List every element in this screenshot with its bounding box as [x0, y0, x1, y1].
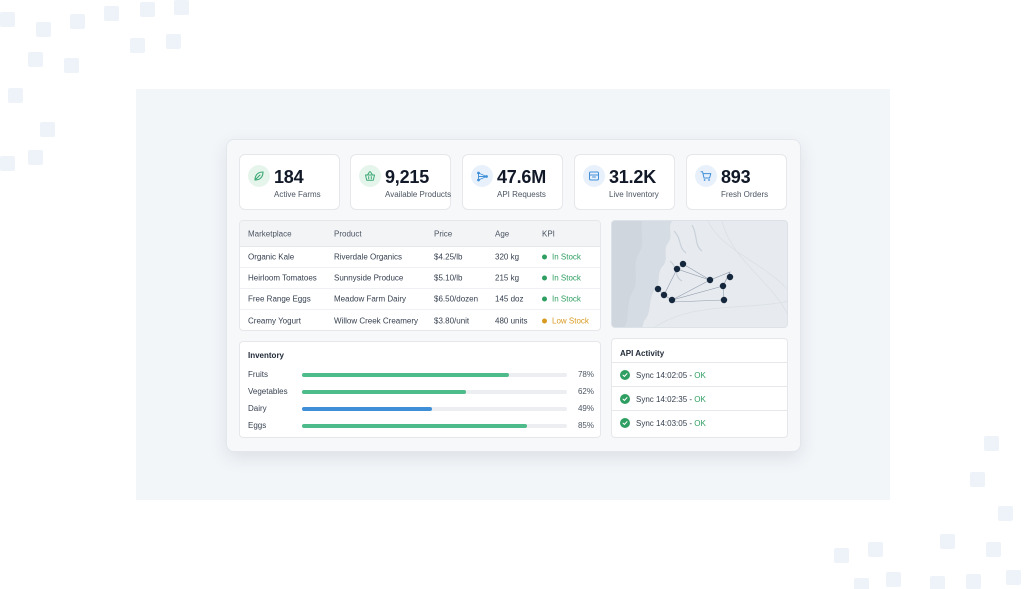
progress-track	[302, 407, 567, 411]
status-dot-icon	[542, 318, 547, 324]
cell-product: Sunnyside Produce	[334, 273, 404, 283]
kpi-card-active-farms[interactable]: 184 Active Farms	[239, 154, 340, 210]
status-text: In Stock	[552, 273, 581, 283]
kpi-card-live-inventory[interactable]: 31.2K Live Inventory	[574, 154, 675, 210]
cell-marketplace: Heirloom Tomatoes	[248, 273, 317, 283]
kpi-label: API Requests	[497, 190, 546, 199]
column-header-kpi[interactable]: KPI	[542, 229, 555, 238]
inventory-title: Inventory	[248, 351, 285, 360]
sync-status: OK	[694, 395, 706, 404]
sync-status: OK	[694, 419, 706, 428]
inventory-percent: 62%	[577, 387, 594, 396]
api-activity-item[interactable]: Sync 14:02:05 - OK	[612, 362, 787, 386]
api-activity-panel: API Activity Sync 14:02:05 - OK Sync 14:…	[611, 338, 788, 438]
status-text: In Stock	[552, 294, 581, 304]
dashboard-card: 184 Active Farms 9,215 Available Product…	[226, 139, 801, 452]
cell-age: 145 doz	[495, 294, 524, 304]
kpi-value: 47.6M	[497, 167, 547, 187]
api-activity-item[interactable]: Sync 14:03:05 - OK	[612, 410, 787, 434]
cell-price: $3.80/unit	[434, 316, 470, 325]
table-row[interactable]: Heirloom Tomatoes Sunnyside Produce $5.1…	[240, 268, 600, 289]
cell-product: Willow Creek Creamery	[334, 316, 419, 325]
progress-track	[302, 390, 567, 394]
map-network-icon	[612, 221, 787, 327]
kpi-value: 893	[721, 167, 751, 187]
kpi-label: Live Inventory	[609, 190, 659, 199]
cart-icon	[695, 165, 717, 187]
cell-product: Riverdale Organics	[334, 252, 403, 262]
inventory-label: Vegetables	[248, 387, 288, 396]
kpi-card-available-products[interactable]: 9,215 Available Products	[350, 154, 451, 210]
status-badge: In Stock	[542, 253, 581, 262]
kpi-card-api-requests[interactable]: 47.6M API Requests	[462, 154, 563, 210]
table-row[interactable]: Free Range Eggs Meadow Farm Dairy $6.50/…	[240, 289, 600, 310]
inventory-row: Vegetables 62%	[248, 386, 594, 398]
progress-fill	[302, 407, 432, 411]
status-text: Low Stock	[552, 316, 589, 325]
cell-price: $4.25/lb	[434, 252, 463, 262]
status-text: In Stock	[552, 252, 581, 262]
progress-track	[302, 373, 567, 377]
cell-marketplace: Organic Kale	[248, 252, 295, 262]
status-badge: In Stock	[542, 295, 581, 304]
inventory-percent: 49%	[577, 404, 594, 413]
status-dot-icon	[542, 254, 547, 260]
api-activity-item[interactable]: Sync 14:02:35 - OK	[612, 386, 787, 410]
kpi-value: 9,215	[385, 167, 430, 187]
network-icon	[471, 165, 493, 187]
status-dot-icon	[542, 296, 547, 302]
sync-label: Sync 14:03:05 -	[636, 419, 695, 428]
table-header: Marketplace Product Price Age KPI	[240, 221, 600, 247]
inventory-label: Dairy	[248, 404, 267, 413]
marketplace-table: Marketplace Product Price Age KPI Organi…	[239, 220, 601, 331]
api-activity-title: API Activity	[620, 349, 665, 358]
inventory-panel: Inventory Fruits 78% Vegetables 62% Dair…	[239, 341, 601, 438]
sync-status: OK	[694, 371, 706, 380]
check-circle-icon	[620, 370, 630, 380]
column-header-price[interactable]: Price	[434, 229, 453, 238]
kpi-value: 184	[274, 167, 304, 187]
cell-age: 320 kg	[495, 252, 520, 262]
inventory-label: Fruits	[248, 370, 268, 379]
check-circle-icon	[620, 418, 630, 428]
status-badge: In Stock	[542, 274, 581, 283]
basket-icon	[359, 165, 381, 187]
progress-fill	[302, 390, 467, 394]
cell-price: $6.50/dozen	[434, 294, 479, 304]
status-badge: Low Stock	[542, 316, 589, 325]
network-map[interactable]	[611, 220, 788, 328]
inventory-label: Eggs	[248, 421, 267, 430]
status-dot-icon	[542, 275, 547, 281]
cell-product: Meadow Farm Dairy	[334, 294, 407, 304]
column-header-product[interactable]: Product	[334, 229, 362, 238]
table-row[interactable]: Creamy Yogurt Willow Creek Creamery $3.8…	[240, 310, 600, 330]
progress-track	[302, 424, 567, 428]
kpi-card-fresh-orders[interactable]: 893 Fresh Orders	[686, 154, 787, 210]
kpi-label: Available Products	[385, 190, 452, 199]
sync-label: Sync 14:02:35 -	[636, 395, 695, 404]
inventory-row: Dairy 49%	[248, 403, 594, 415]
column-header-age[interactable]: Age	[495, 229, 510, 238]
leaf-icon	[248, 165, 270, 187]
sync-label: Sync 14:02:05 -	[636, 371, 695, 380]
column-header-marketplace[interactable]: Marketplace	[248, 229, 292, 238]
kpi-value: 31.2K	[609, 167, 657, 187]
inventory-row: Fruits 78%	[248, 369, 594, 381]
table-row[interactable]: Organic Kale Riverdale Organics $4.25/lb…	[240, 247, 600, 268]
kpi-label: Active Farms	[274, 190, 321, 199]
cell-marketplace: Creamy Yogurt	[248, 316, 301, 325]
box-icon	[583, 165, 605, 187]
inventory-percent: 85%	[577, 421, 594, 430]
cell-age: 215 kg	[495, 273, 520, 283]
cell-marketplace: Free Range Eggs	[248, 294, 311, 304]
cell-price: $5.10/lb	[434, 273, 463, 283]
cell-age: 480 units	[495, 316, 528, 325]
progress-fill	[302, 424, 528, 428]
inventory-row: Eggs 85%	[248, 420, 594, 432]
progress-fill	[302, 373, 509, 377]
inventory-percent: 78%	[577, 370, 594, 379]
check-circle-icon	[620, 394, 630, 404]
kpi-label: Fresh Orders	[721, 190, 769, 199]
